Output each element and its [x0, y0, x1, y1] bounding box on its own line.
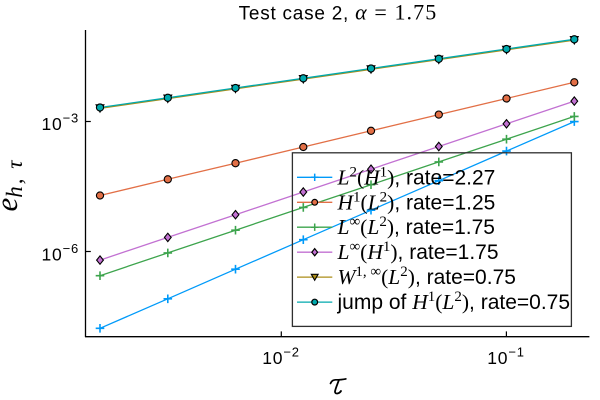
svg-text:Test case 2, α = 1.75: Test case 2, α = 1.75 — [239, 0, 438, 25]
svg-text:L∞(H1), rate=1.75: L∞(H1), rate=1.75 — [337, 239, 499, 264]
svg-text:H1(L2), rate=1.25: H1(L2), rate=1.25 — [337, 189, 496, 214]
svg-text:jump of H1(L2), rate=0.75: jump of H1(L2), rate=0.75 — [337, 289, 571, 314]
svg-text:eh, τ: eh, τ — [0, 159, 27, 212]
svg-text:L2(H1), rate=2.27: L2(H1), rate=2.27 — [337, 164, 496, 189]
svg-text:W1, ∞(L2), rate=0.75: W1, ∞(L2), rate=0.75 — [338, 264, 516, 289]
svg-text:10−2: 10−2 — [262, 345, 300, 369]
svg-text:10−1: 10−1 — [487, 345, 525, 369]
svg-text:L∞(L2), rate=1.75: L∞(L2), rate=1.75 — [337, 214, 495, 239]
